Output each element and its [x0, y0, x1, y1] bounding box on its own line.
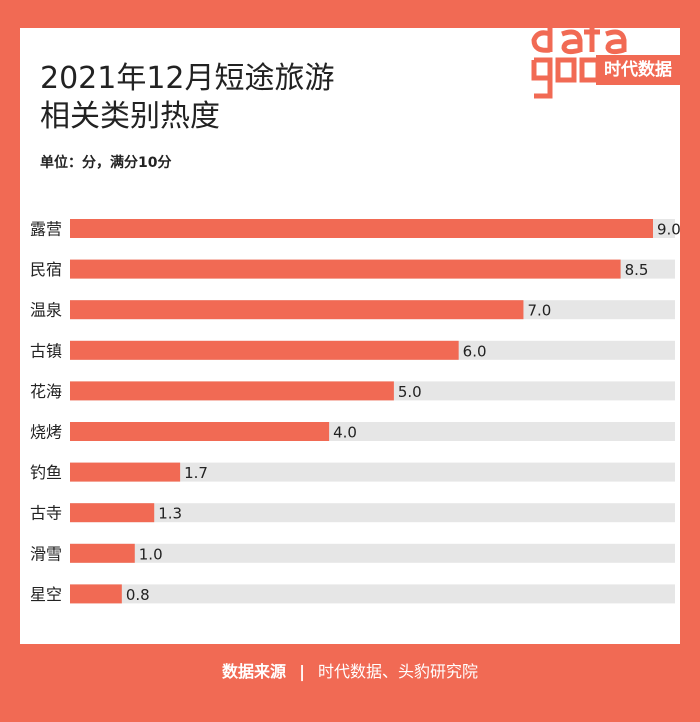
category-label: 星空 — [30, 585, 62, 604]
category-label: 花海 — [30, 382, 62, 401]
category-label: 民宿 — [30, 260, 62, 279]
value-label: 7.0 — [527, 302, 551, 320]
title-line-1: 2021年12月短途旅游 — [40, 61, 335, 96]
value-label: 1.3 — [158, 505, 182, 523]
category-label: 露营 — [30, 220, 62, 239]
value-label: 5.0 — [398, 383, 422, 401]
source-separator: | — [299, 662, 305, 681]
value-label: 1.7 — [184, 464, 208, 482]
category-label: 滑雪 — [30, 544, 62, 563]
category-label: 温泉 — [30, 301, 62, 320]
bar-1 — [70, 219, 653, 238]
value-label: 4.0 — [333, 424, 357, 442]
value-label: 6.0 — [463, 342, 487, 360]
bar-4 — [70, 340, 459, 360]
bar-7 — [70, 462, 181, 482]
category-label: 古镇 — [30, 341, 62, 360]
bar-track — [70, 543, 675, 563]
bar-10 — [70, 584, 122, 604]
category-label: 古寺 — [30, 504, 62, 523]
title-line-2: 相关类别热度 — [40, 99, 220, 134]
value-label: 8.5 — [625, 261, 649, 279]
source-text: 时代数据、头豹研究院 — [318, 662, 479, 681]
value-label: 0.8 — [126, 586, 150, 604]
category-label: 烧烤 — [30, 423, 62, 442]
bar-3 — [70, 300, 524, 320]
bar-track — [70, 584, 675, 604]
chart-title: 2021年12月短途旅游 相关类别热度 — [40, 60, 335, 136]
chart-panel — [20, 28, 680, 644]
value-label: 9.0 — [657, 221, 681, 239]
bar-9 — [70, 543, 135, 563]
category-label: 钓鱼 — [30, 463, 62, 482]
bar-8 — [70, 503, 155, 523]
bar-6 — [70, 422, 330, 441]
bar-5 — [70, 381, 394, 401]
logo-block: 时代数据 — [596, 55, 680, 85]
source-label: 数据来源 — [221, 662, 286, 681]
bar-2 — [70, 259, 621, 279]
unit-label: 单位：分，满分10分 — [40, 155, 172, 171]
source-footer: 数据来源 | 时代数据、头豹研究院 — [0, 658, 700, 682]
datagood-logo — [531, 8, 627, 99]
bar-track — [70, 462, 675, 482]
value-label: 1.0 — [139, 545, 163, 563]
bar-track — [70, 503, 675, 523]
